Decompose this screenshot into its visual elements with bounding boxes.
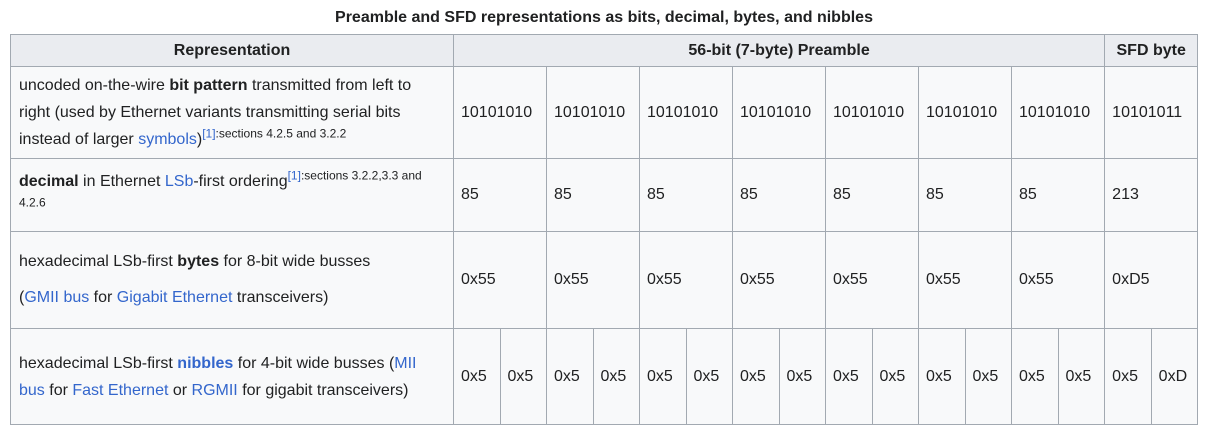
bytes-cell: 0x55 (918, 231, 1012, 329)
rep-bits: uncoded on-the-wire bit pattern transmit… (10, 66, 454, 159)
nibble-cell: 0x5 (453, 328, 501, 425)
bytes-cell: 0x55 (639, 231, 733, 329)
bits-cell: 10101010 (918, 66, 1012, 159)
header-representation: Representation (10, 34, 454, 67)
sfd-nibble-cell: 0xD (1150, 328, 1199, 425)
decimal-cell: 85 (1010, 158, 1106, 232)
bits-cell: 10101010 (732, 66, 826, 159)
nibble-cell: 0x5 (778, 328, 826, 425)
page: Preamble and SFD representations as bits… (10, 9, 1199, 425)
mii-bus-link[interactable]: MII bus (19, 354, 417, 399)
bytes-cell: 0x55 (732, 231, 826, 329)
nibble-cell: 0x5 (732, 328, 780, 425)
sfd-bits-cell: 10101011 (1104, 66, 1199, 159)
bits-cell: 10101010 (639, 66, 733, 159)
rep-decimal: decimal in Ethernet LSb-first ordering[1… (10, 158, 454, 232)
table-row-nibbles: hexadecimal LSb-first nibbles for 4-bit … (10, 328, 1199, 425)
decimal-cell: 85 (732, 158, 826, 232)
nibble-cell: 0x5 (499, 328, 547, 425)
decimal-cell: 85 (825, 158, 919, 232)
nibble-cell: 0x5 (825, 328, 873, 425)
nibble-cell: 0x5 (871, 328, 919, 425)
fast-ethernet-link[interactable]: Fast Ethernet (72, 381, 169, 399)
nibble-cell: 0x5 (964, 328, 1012, 425)
ref-link-1[interactable]: [1] (287, 168, 301, 183)
header-preamble: 56-bit (7-byte) Preamble (452, 34, 1106, 67)
sfd-decimal-cell: 213 (1104, 158, 1199, 232)
nibble-cell: 0x5 (639, 328, 687, 425)
bit-pattern-term: bit pattern (169, 77, 248, 94)
nibble-cell: 0x5 (685, 328, 733, 425)
nibble-cell: 0x5 (592, 328, 640, 425)
bytes-cell: 0x55 (453, 231, 547, 329)
bytes-term: bytes (177, 253, 220, 270)
nibble-cell: 0x5 (918, 328, 966, 425)
table-caption: Preamble and SFD representations as bits… (335, 9, 873, 26)
bits-cell: 10101010 (453, 66, 547, 159)
lsb-link[interactable]: LSb (164, 173, 194, 190)
header-sfd: SFD byte (1104, 34, 1199, 67)
nibble-cell: 0x5 (1011, 328, 1059, 425)
nibble-cell: 0x5 (546, 328, 594, 425)
bits-cell: 10101010 (546, 66, 640, 159)
symbols-link[interactable]: symbols (138, 131, 197, 148)
rep-nibbles: hexadecimal LSb-first nibbles for 4-bit … (10, 328, 454, 425)
bytes-cell: 0x55 (546, 231, 640, 329)
table-row-bits: uncoded on-the-wire bit pattern transmit… (10, 66, 1199, 159)
bytes-cell: 0x55 (1010, 231, 1106, 329)
decimal-cell: 85 (453, 158, 547, 232)
gmii-bus-link[interactable]: GMII bus (24, 289, 90, 306)
decimal-cell: 85 (918, 158, 1012, 232)
rgmii-link[interactable]: RGMII (191, 381, 238, 399)
table-row-bytes: hexadecimal LSb-first bytes for 8-bit wi… (10, 231, 1199, 329)
decimal-term: decimal (19, 173, 79, 190)
table-row-decimal: decimal in Ethernet LSb-first ordering[1… (10, 158, 1199, 232)
decimal-cell: 85 (546, 158, 640, 232)
sfd-bytes-cell: 0xD5 (1104, 231, 1199, 329)
sfd-nibble-cell: 0x5 (1104, 328, 1152, 425)
header-row: Representation 56-bit (7-byte) Preamble … (10, 34, 1199, 67)
gigabit-ethernet-link[interactable]: Gigabit Ethernet (116, 289, 233, 306)
nibble-cell: 0x5 (1057, 328, 1106, 425)
bits-cell: 10101010 (825, 66, 919, 159)
preamble-sfd-table: Representation 56-bit (7-byte) Preamble … (10, 34, 1199, 425)
bits-cell: 10101010 (1010, 66, 1106, 159)
ref-note: :sections 3.2.2,3.3 and 4.2.6 (19, 168, 422, 210)
ref-note: :sections 4.2.5 and 3.2.2 (215, 126, 347, 141)
nibbles-link[interactable]: nibbles (177, 354, 234, 372)
bytes-cell: 0x55 (825, 231, 919, 329)
decimal-cell: 85 (639, 158, 733, 232)
rep-bytes: hexadecimal LSb-first bytes for 8-bit wi… (10, 231, 454, 329)
ref-link-1[interactable]: [1] (202, 126, 216, 141)
